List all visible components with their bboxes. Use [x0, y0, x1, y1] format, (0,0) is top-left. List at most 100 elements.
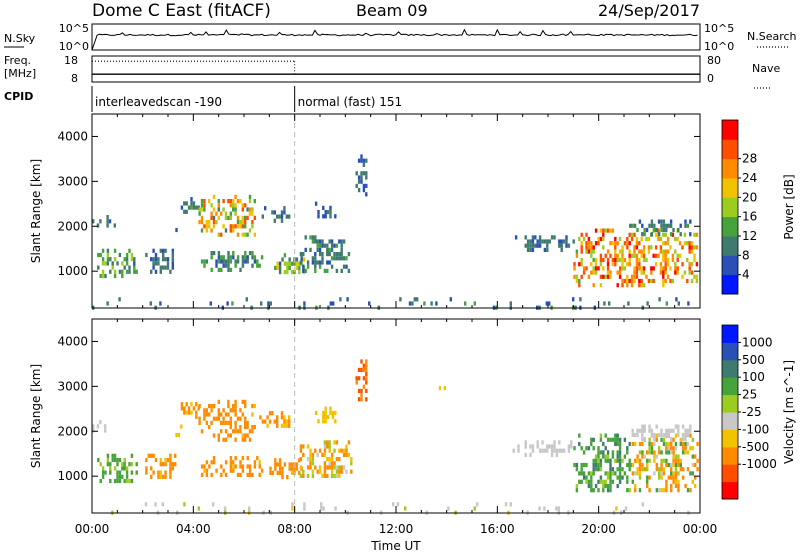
range-gate-cell [340, 268, 343, 273]
range-gate-cell [241, 203, 244, 208]
range-gate-cell [648, 488, 651, 493]
range-gate-cell [253, 232, 256, 237]
range-gate-cell [340, 243, 343, 248]
range-gate-cell [646, 301, 649, 306]
range-gate-cell [368, 301, 371, 306]
colorbar-label: Velocity [m s^-1] [782, 360, 796, 464]
range-gate-cell [248, 464, 252, 469]
range-gate-cell [604, 483, 607, 489]
range-gate-cell [304, 235, 307, 240]
range-gate-cell [641, 437, 644, 442]
range-gate-cell [147, 453, 150, 458]
colorbar-swatch [722, 481, 738, 500]
range-gate-cell [271, 411, 274, 416]
range-gate-cell [690, 249, 694, 254]
range-gate-cell [648, 441, 651, 447]
range-gate-cell [660, 223, 663, 228]
range-gate-cell [609, 483, 612, 489]
range-gate-cell [362, 376, 366, 381]
range-gate-cell [130, 453, 134, 458]
range-gate-cell [104, 424, 107, 429]
range-gate-cell [674, 475, 678, 480]
time-axis: 00:00 04:00 08:00 12:00 16:00 20:00 00:00 [75, 522, 718, 536]
range-gate-cell [171, 261, 174, 266]
range-gate-cell [626, 262, 629, 267]
range-gate-cell [227, 420, 230, 425]
range-gate-cell [616, 454, 619, 459]
range-gate-cell [203, 259, 206, 264]
range-gate-cell [580, 462, 583, 468]
range-gate-cell [259, 415, 262, 420]
range-gate-cell [524, 235, 527, 240]
range-gate-cell [335, 243, 339, 248]
range-gate-cell [253, 460, 257, 465]
range-gate-cell [280, 214, 284, 219]
range-gate-cell [241, 263, 245, 268]
range-gate-cell [224, 472, 228, 477]
range-gate-cell [295, 257, 299, 262]
range-gate-cell [280, 218, 284, 223]
range-gate-cell [689, 433, 692, 438]
range-gate-cell [567, 448, 571, 453]
range-gate-cell [646, 458, 649, 463]
range-gate-cell [241, 259, 245, 264]
range-gate-cell [321, 260, 324, 265]
range-gate-cell [217, 437, 220, 442]
range-gate-cell [646, 467, 649, 472]
range-gate-cell [169, 457, 172, 463]
range-gate-cell [592, 257, 595, 263]
range-gate-cell [626, 278, 629, 284]
range-gate-cell [101, 248, 105, 253]
range-gate-cell [246, 232, 249, 237]
range-gate-cell [154, 261, 158, 266]
range-gate-cell [210, 408, 213, 413]
range-gate-cell [616, 433, 619, 438]
range-gate-cell [205, 220, 208, 225]
range-gate-cell [154, 252, 158, 258]
range-gate-cell [603, 301, 606, 306]
range-gate-cell [648, 428, 651, 433]
range-gate-cell [152, 248, 155, 253]
range-gate-cell [192, 201, 196, 206]
range-gate-cell [180, 424, 183, 429]
range-gate-cell [302, 452, 305, 457]
range-gate-cell [125, 478, 129, 484]
range-gate-cell [579, 297, 582, 302]
range-gate-cell [614, 257, 617, 263]
range-gate-cell [316, 243, 319, 248]
range-gate-cell [672, 450, 675, 455]
range-gate-cell [245, 297, 248, 302]
range-gate-cell [360, 397, 363, 402]
range-gate-cell [664, 278, 667, 284]
range-gate-cell [340, 465, 343, 470]
range-gate-cell [251, 429, 254, 434]
range-gate-cell [97, 265, 100, 270]
range-gate-cell [278, 261, 282, 266]
range-gate-cell [198, 211, 201, 216]
range-gate-cell [212, 220, 216, 225]
range-gate-cell [594, 266, 598, 271]
range-gate-cell [208, 464, 211, 469]
x-tick-label: 20:00 [581, 522, 616, 536]
range-gate-cell [626, 450, 629, 455]
range-gate-cell [220, 412, 223, 417]
range-gate-cell [597, 454, 600, 459]
range-gate-cell [200, 259, 204, 264]
range-gate-cell [626, 479, 629, 484]
range-gate-cell [224, 259, 228, 264]
range-gate-cell [234, 399, 237, 404]
range-gate-cell [152, 265, 155, 270]
range-gate-cell [330, 469, 334, 474]
range-gate-cell [660, 467, 663, 472]
range-gate-cell [311, 469, 315, 474]
range-gate-cell [592, 270, 595, 275]
range-gate-cell [543, 448, 547, 453]
range-gate-cell [106, 257, 110, 262]
range-gate-cell [347, 440, 351, 445]
range-gate-cell [684, 446, 687, 451]
range-gate-cell [684, 437, 687, 442]
range-gate-cell [314, 448, 317, 453]
range-gate-cell [121, 269, 124, 274]
range-gate-cell [623, 257, 627, 263]
range-gate-cell [616, 437, 619, 442]
